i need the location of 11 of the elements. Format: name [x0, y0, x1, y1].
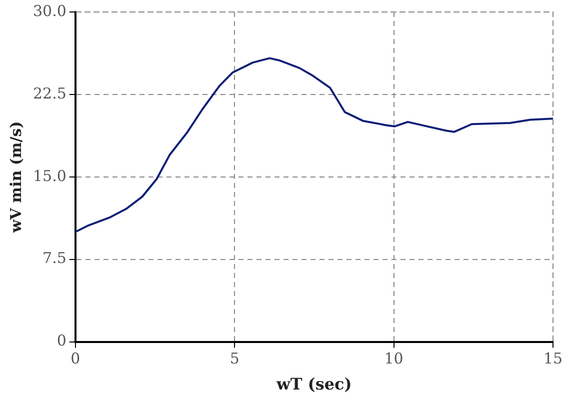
- x-tick-label: 0: [70, 350, 80, 368]
- y-tick-label: 30.0: [32, 2, 66, 20]
- x-axis-title: wT (sec): [276, 374, 352, 394]
- y-tick-label: 7.5: [42, 249, 66, 268]
- y-tick-label: 22.5: [32, 84, 66, 102]
- y-axis-title: wV min (m/s): [6, 121, 25, 234]
- x-tick-label: 5: [230, 350, 240, 368]
- x-tick-label: 15: [543, 350, 563, 368]
- y-tick-label: 0: [56, 332, 66, 350]
- x-tick-label: 10: [384, 350, 404, 368]
- y-tick-label: 15.0: [32, 166, 66, 185]
